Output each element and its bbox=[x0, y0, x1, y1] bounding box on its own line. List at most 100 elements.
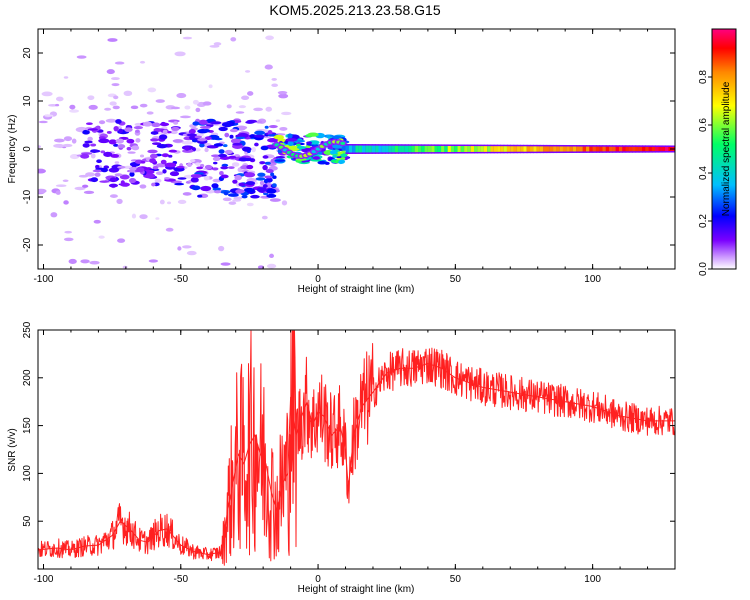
spectrogram-cell bbox=[371, 145, 376, 153]
spectrogram-cell bbox=[457, 146, 462, 152]
spectrogram-cell bbox=[255, 120, 263, 124]
spectrogram-cell bbox=[84, 140, 93, 144]
spectrogram-cell bbox=[172, 139, 183, 143]
spectrogram-cell bbox=[104, 107, 112, 111]
spectrogram-cell bbox=[38, 145, 41, 149]
spectrogram-cell bbox=[38, 188, 47, 194]
snr-noise-trace bbox=[38, 330, 675, 566]
spectrogram-cell bbox=[352, 145, 357, 153]
spectrogram-cell bbox=[238, 105, 247, 109]
spectrogram-cell bbox=[274, 159, 286, 162]
spectrogram-cell bbox=[227, 193, 239, 197]
spectrogram-cell bbox=[106, 69, 115, 75]
spectrogram-cell bbox=[285, 138, 298, 142]
spectrogram-cell bbox=[635, 146, 640, 152]
spectrogram-cell bbox=[165, 227, 174, 232]
spectrogram-cell bbox=[154, 178, 162, 183]
spectrogram-cell bbox=[204, 147, 209, 153]
spectrogram-cell bbox=[151, 122, 161, 128]
spectrogram-cell bbox=[203, 128, 211, 133]
spectrogram-cell bbox=[87, 95, 95, 101]
colorbar-gradient bbox=[712, 29, 736, 269]
spectrogram-cell bbox=[203, 175, 210, 181]
spectrogram-cell bbox=[632, 146, 637, 152]
spectrogram-cell bbox=[92, 169, 104, 173]
spectrogram-cell bbox=[88, 104, 98, 110]
spectrogram-cell bbox=[177, 199, 187, 204]
spectrogram-cell bbox=[651, 146, 656, 152]
spectrogram-cell bbox=[164, 162, 177, 168]
spectrogram-cell bbox=[434, 145, 439, 153]
spectrogram-cell bbox=[136, 166, 145, 173]
spectrogram-cell bbox=[394, 145, 399, 153]
spectrogram-cell bbox=[159, 122, 170, 127]
spectrogram-x-axis-label: Height of straight line (km) bbox=[298, 284, 415, 295]
spectrogram-cell bbox=[176, 93, 187, 99]
spectrogram-cell bbox=[264, 125, 269, 129]
spectrogram-cell bbox=[38, 120, 48, 124]
spectrogram-cell bbox=[111, 83, 120, 87]
spectrogram-cell bbox=[450, 145, 455, 153]
spectrogram-cell bbox=[177, 177, 187, 180]
spectrogram-cell bbox=[96, 159, 102, 164]
spectrogram-cell bbox=[224, 132, 230, 138]
spectrogram-cell bbox=[340, 141, 346, 145]
spectrogram-cell bbox=[408, 145, 413, 153]
spectrogram-cell bbox=[209, 45, 220, 48]
spectrogram-cell bbox=[153, 128, 162, 133]
spectrogram-cell bbox=[559, 146, 564, 152]
spectrogram-cell bbox=[186, 162, 192, 168]
spectrogram-cell bbox=[199, 125, 212, 129]
spectrogram-cell bbox=[232, 179, 238, 184]
spectrogram-cell bbox=[269, 198, 281, 202]
spectrogram-cell bbox=[197, 138, 207, 142]
spectrogram-cell bbox=[223, 191, 229, 196]
spectrogram-cell bbox=[536, 146, 541, 152]
spectrogram-cell bbox=[166, 201, 172, 205]
spectrogram-cell bbox=[361, 145, 366, 153]
spectrogram-cell bbox=[139, 184, 147, 189]
spectrogram-cell bbox=[62, 179, 69, 182]
spectrogram-cell bbox=[85, 122, 93, 126]
spectrogram-cell bbox=[262, 164, 268, 171]
spectrogram-cell bbox=[266, 263, 277, 269]
spectrogram-cell bbox=[401, 145, 406, 153]
spectrogram-cell bbox=[63, 76, 69, 79]
spectrogram-cell bbox=[296, 143, 301, 147]
spectrogram-cell bbox=[487, 146, 492, 152]
colorbar-tick-label: 0.8 bbox=[698, 70, 709, 84]
spectrogram-cell bbox=[190, 177, 199, 183]
spectrogram-cell bbox=[533, 146, 538, 152]
spectrogram-cell bbox=[523, 146, 528, 152]
snr-y-tick-label: 200 bbox=[22, 369, 33, 386]
spectrogram-cell bbox=[212, 156, 221, 161]
spectrogram-cell bbox=[100, 150, 106, 154]
spectrogram-cell bbox=[82, 129, 90, 135]
spectrogram-cell bbox=[275, 155, 286, 159]
spectrogram-cell bbox=[658, 146, 663, 152]
spectrogram-cell bbox=[80, 259, 90, 264]
snr-x-tick-label: 0 bbox=[315, 574, 321, 585]
snr-y-tick-label: 100 bbox=[22, 465, 33, 482]
spectrogram-cell bbox=[254, 142, 259, 147]
spectrogram-cell bbox=[93, 219, 101, 224]
spectrogram-cell bbox=[103, 151, 113, 157]
spectrogram-cell bbox=[146, 111, 154, 115]
spectrogram-cell bbox=[171, 126, 180, 131]
spectrogram-cell bbox=[358, 145, 363, 153]
spectrogram-cell bbox=[226, 104, 232, 109]
spectrogram-cell bbox=[68, 258, 77, 264]
spectrogram-cell bbox=[177, 246, 182, 251]
spectrogram-cell bbox=[139, 154, 145, 158]
spectrogram-cell bbox=[576, 146, 581, 152]
spectrogram-cell bbox=[510, 146, 515, 152]
spectrogram-cell bbox=[229, 128, 239, 133]
spectrogram-cell bbox=[213, 143, 224, 147]
spectrogram-cell bbox=[602, 146, 607, 152]
spectrogram-cell bbox=[332, 135, 342, 140]
spectrogram-cell bbox=[90, 143, 97, 147]
spectrogram-cell bbox=[95, 164, 100, 169]
spectrogram-cell bbox=[90, 153, 96, 159]
spectrogram-cell bbox=[222, 144, 228, 148]
spectrogram-cell bbox=[264, 175, 273, 179]
